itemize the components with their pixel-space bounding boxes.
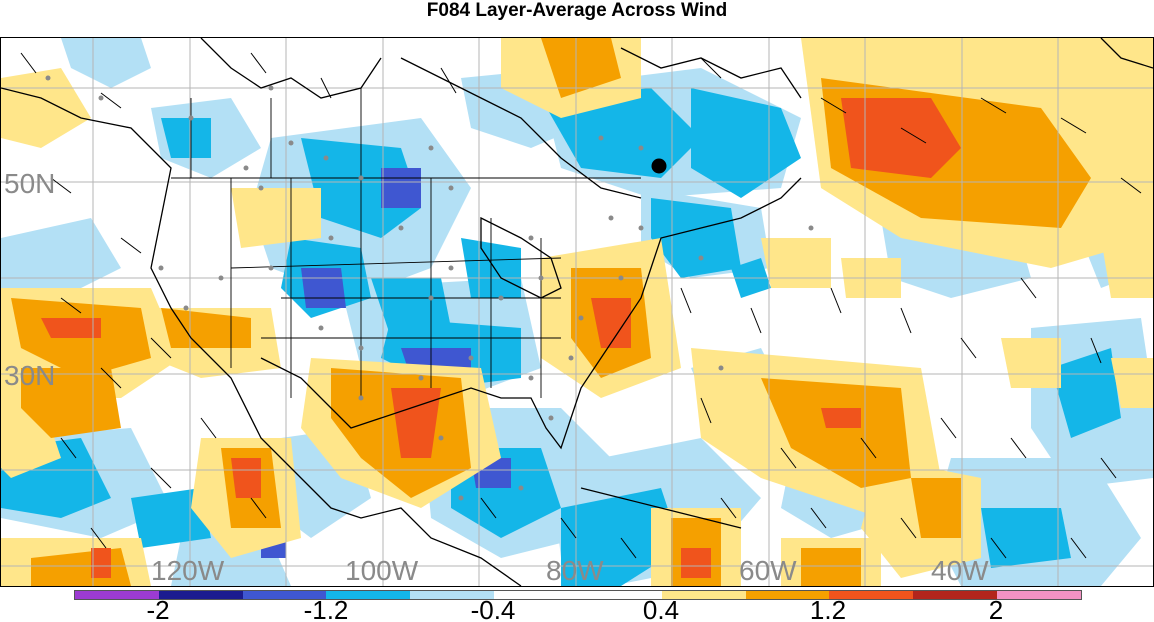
lon-label-100w: 100W: [345, 555, 419, 586]
lon-label-40w: 40W: [931, 555, 989, 586]
location-marker: [651, 158, 667, 174]
colorbar-segment: [577, 591, 662, 599]
colorbar-segment: [410, 591, 495, 599]
colorbar-label-neg0-4: -0.4: [470, 595, 516, 622]
colorbar-segment: [745, 591, 830, 599]
colorbar: [74, 590, 1082, 600]
colorbar-segment: [242, 591, 327, 599]
lat-label-50n: 50N: [4, 168, 56, 199]
colorbar-segment: [158, 591, 243, 599]
colorbar-label-2: 2: [988, 595, 1004, 622]
map-canvas: [1, 38, 1153, 586]
lon-label-120w: 120W: [151, 555, 225, 586]
colorbar-segment: [997, 591, 1081, 599]
colorbar-label-0-4: 0.4: [642, 595, 680, 622]
map-panel: 50N 30N 120W 100W 80W 60W 40W: [0, 37, 1154, 587]
wind-barbs: [20, 52, 1142, 559]
coastlines: [1, 38, 1153, 586]
colorbar-segment: [661, 591, 746, 599]
colorbar-label-1-2: 1.2: [809, 595, 847, 622]
graticule: [1, 38, 1153, 586]
colorbar-label-neg1-2: -1.2: [303, 595, 349, 622]
colorbar-segment: [829, 591, 914, 599]
figure-title: F084 Layer-Average Across Wind: [426, 0, 728, 21]
positive-strong-regions: [41, 98, 961, 578]
colorbar-segment: [326, 591, 411, 599]
station-dots: [45, 75, 814, 501]
colorbar-segment: [913, 591, 998, 599]
lon-label-60w: 60W: [739, 555, 797, 586]
colorbar-label-neg2: -2: [146, 595, 170, 622]
colorbar-segment: [75, 591, 159, 599]
lon-label-80w: 80W: [546, 555, 604, 586]
lat-label-30n: 30N: [4, 360, 56, 391]
state-borders: [171, 88, 641, 398]
colorbar-segment: [494, 591, 578, 599]
